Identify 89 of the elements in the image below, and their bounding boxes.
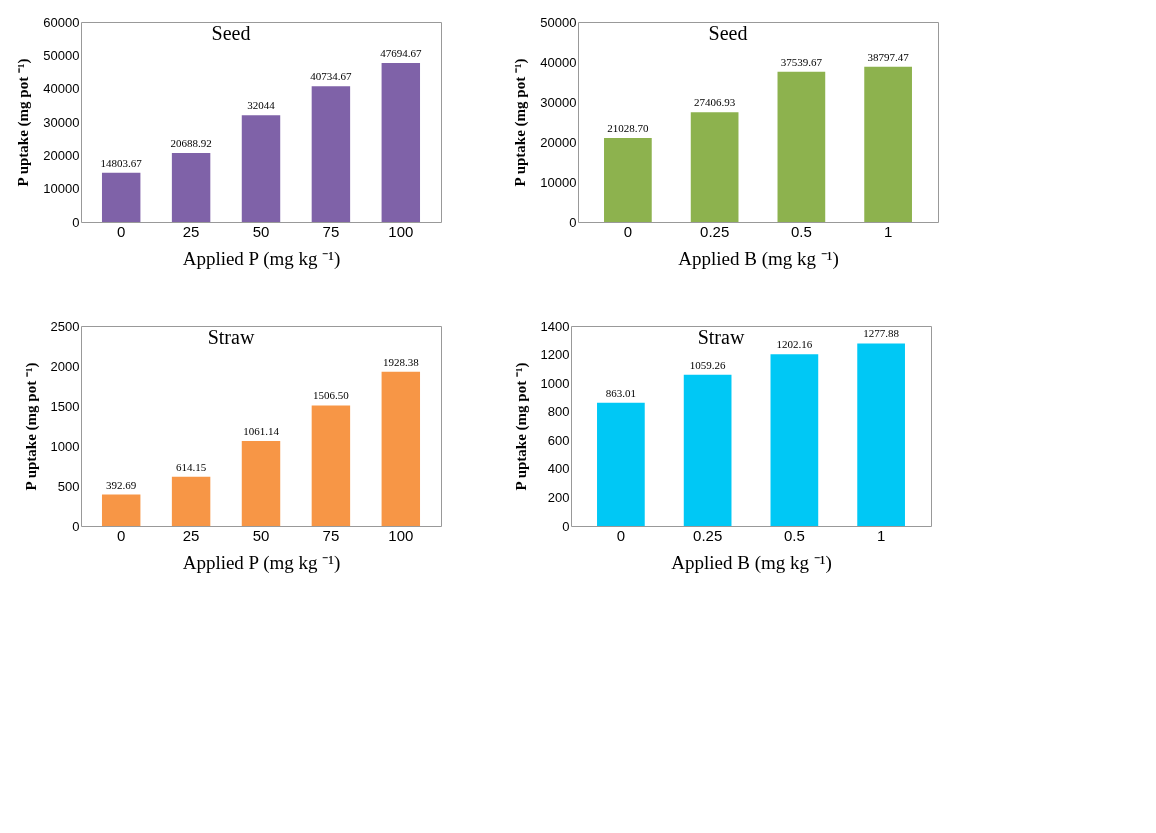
y-tick-label: 2000 [50,358,80,374]
y-tick-label: 40000 [540,54,577,70]
x-tick-label: 1 [876,526,886,544]
y-tick-label: 50000 [540,14,577,30]
x-axis-title: Applied P (mg kg ⁻¹) [182,551,341,574]
x-tick-label: 100 [388,222,414,240]
y-tick-label: 10000 [540,174,577,190]
data-label: 32044 [247,99,276,112]
y-tick-label: 1200 [540,347,570,363]
x-tick-label: 50 [252,526,270,544]
bar [604,137,652,222]
y-tick-label: 600 [547,432,570,448]
data-label: 1059.26 [689,358,726,371]
bar [171,153,211,222]
x-tick-label: 0 [623,222,633,240]
y-tick-label: 50000 [43,47,80,63]
data-label: 1928.38 [382,355,420,368]
x-tick-label: 25 [182,222,200,240]
data-label: 1202.16 [776,338,813,351]
y-tick-label: 400 [547,461,570,477]
y-tick-label: 20000 [43,147,80,163]
x-axis-title: Applied P (mg kg ⁻¹) [182,247,341,270]
y-tick-label: 60000 [43,14,80,30]
data-label: 47694.67 [380,47,422,60]
chart-title: Straw [697,326,745,348]
x-tick-label: 0.25 [693,526,723,544]
bar [101,494,141,526]
chart-title: Straw [207,326,255,348]
y-tick-label: 30000 [43,114,80,130]
bar [311,86,351,222]
x-tick-label: 25 [182,526,200,544]
data-label: 20688.92 [170,137,212,150]
x-tick-label: 100 [388,526,414,544]
x-tick-label: 50 [252,222,270,240]
x-tick-label: 0 [117,222,126,240]
bar [857,343,905,526]
bar [171,476,211,526]
chart-title: Seed [211,22,251,44]
x-tick-label: 0 [117,526,126,544]
y-tick-label: 1000 [540,375,570,391]
y-tick-label: 800 [547,404,570,420]
y-axis-title: P uptake (mg pot ⁻¹) [512,362,530,491]
y-tick-label: 1400 [540,318,570,334]
data-label: 27406.93 [694,96,736,109]
y-tick-label: 30000 [540,94,577,110]
data-label: 614.15 [175,460,207,473]
bar [597,402,645,526]
y-axis-title: P uptake (mg pot ⁻¹) [15,58,33,187]
bar [381,371,421,526]
data-label: 1506.50 [313,389,350,402]
y-tick-label: 10000 [43,181,80,197]
x-tick-label: 75 [322,526,340,544]
bar [381,63,421,222]
y-axis-title: P uptake (mg pot ⁻¹) [512,58,530,187]
y-tick-label: 2500 [50,318,80,334]
y-tick-label: 200 [547,489,570,505]
y-tick-label: 40000 [43,81,80,97]
bar [311,405,351,526]
bar [101,172,141,222]
y-tick-label: 20000 [540,134,577,150]
bar [683,374,732,526]
chart-title: Seed [708,22,748,44]
bar [690,112,739,222]
data-label: 14803.67 [100,156,143,169]
y-tick-label: 500 [57,478,80,494]
y-tick-label: 1000 [50,438,80,454]
x-axis-title: Applied B (mg kg ⁻¹) [671,551,832,574]
x-tick-label: 0.25 [700,222,730,240]
data-label: 21028.70 [607,121,649,134]
data-label: 863.01 [605,386,636,399]
x-tick-label: 0.5 [790,222,812,240]
y-tick-label: 1500 [50,398,80,414]
x-tick-label: 1 [883,222,893,240]
data-label: 40734.67 [310,70,353,83]
data-label: 1061.14 [243,425,280,438]
x-tick-label: 75 [322,222,340,240]
x-axis-title: Applied B (mg kg ⁻¹) [678,247,839,270]
data-label: 37539.67 [780,55,823,68]
data-label: 392.69 [106,478,137,491]
bar [770,354,819,526]
bar [241,115,281,222]
x-tick-label: 0 [616,526,626,544]
y-axis-title: P uptake (mg pot ⁻¹) [22,362,40,491]
bar [777,71,826,222]
x-tick-label: 0.5 [783,526,805,544]
data-label: 1277.88 [863,327,900,340]
bar [241,441,281,526]
bar [864,66,912,222]
data-label: 38797.47 [867,50,910,63]
